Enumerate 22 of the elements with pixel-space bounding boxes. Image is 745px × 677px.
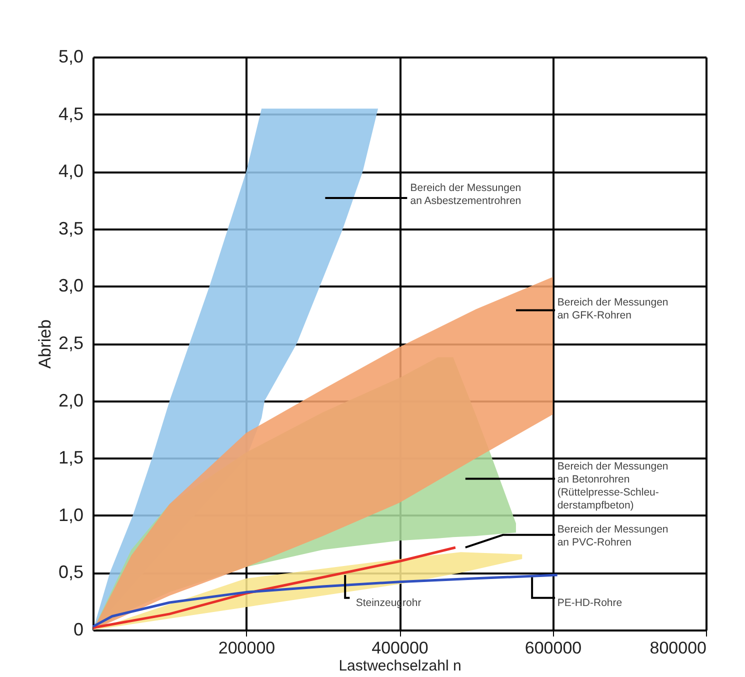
x-tick-label: 600000: [524, 638, 582, 658]
y-tick-label: 2,5: [58, 333, 84, 353]
y-tick-label: 0: [73, 620, 84, 640]
x-tick-label: 400000: [372, 638, 428, 658]
y-tick-label: 1,0: [58, 504, 84, 525]
annotation: Bereich der Messungen an Asbestzementrohren: [410, 182, 522, 208]
x-tick-label: 200000: [218, 638, 276, 658]
y-tick-label: 1,5: [58, 448, 84, 468]
y-tick-label: 5,0: [58, 46, 84, 66]
annotation: Bereich der Messungen an GFK-Rohren: [557, 296, 668, 322]
x-tick-label: 800000: [650, 638, 706, 658]
annotation: PE-HD-Rohre: [557, 596, 622, 609]
y-tick-label: 4,0: [58, 161, 84, 182]
y-tick-label: 4,5: [58, 104, 84, 124]
x-axis-title: Lastwechselzahl n: [338, 658, 462, 674]
annotation: Bereich der Messungen an Betonrohren (Rüttelpresse-Schleu- derstampfbeton): [557, 460, 668, 512]
annotation: Bereich der Messungen an PVC-Rohren: [557, 524, 668, 549]
y-tick-label: 3,5: [58, 218, 84, 238]
y-tick-label: 3,0: [58, 276, 84, 296]
y-tick-label: 2,0: [58, 390, 84, 410]
y-axis-title: Abrieb: [35, 319, 54, 369]
y-tick-label: 0,5: [58, 562, 84, 582]
